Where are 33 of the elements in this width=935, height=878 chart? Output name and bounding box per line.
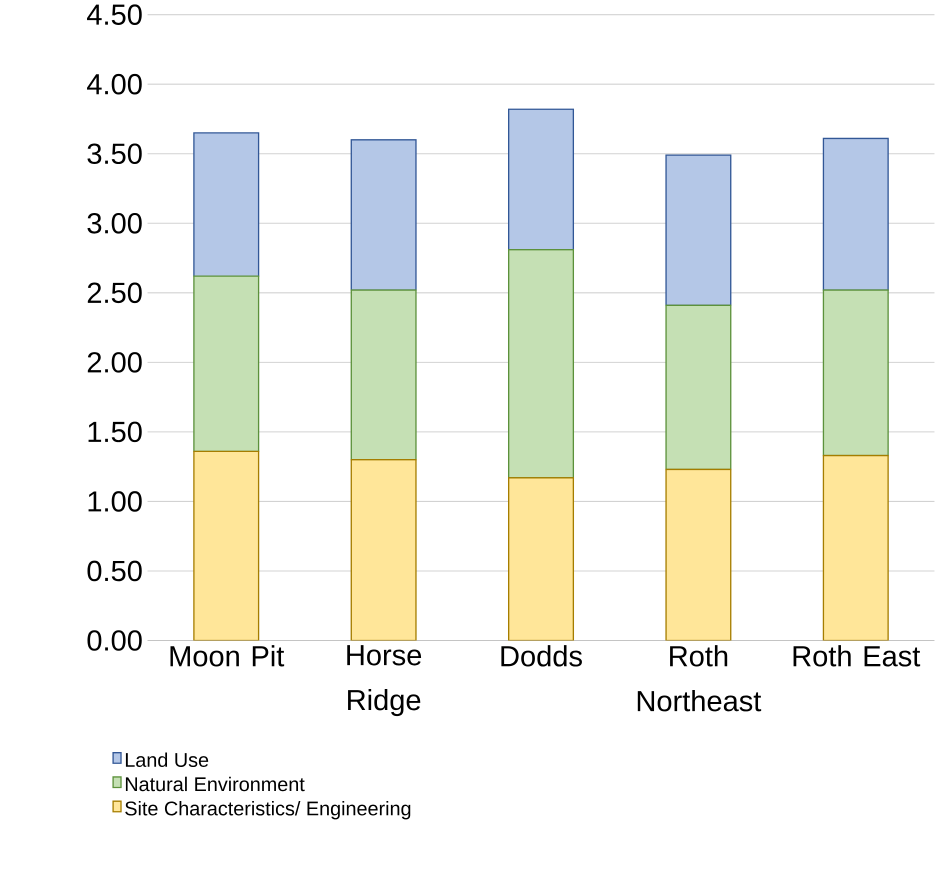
- y-tick-label: 1.50: [88, 421, 142, 442]
- x-tick-label: Roth East: [794, 645, 920, 666]
- bar: [665, 154, 732, 306]
- bar: [350, 139, 417, 291]
- y-tick-label: 1.00: [88, 490, 142, 512]
- bar: [508, 476, 574, 640]
- bar: [350, 289, 417, 460]
- legend-label: Land Use: [126, 752, 208, 767]
- bar: [193, 450, 260, 640]
- bar: [193, 275, 260, 452]
- y-tick-label: 2.00: [88, 352, 142, 372]
- bar: [665, 304, 732, 470]
- bar: [193, 132, 260, 277]
- y-tick-label: 3.50: [87, 143, 142, 164]
- bar: [822, 454, 889, 640]
- y-tick-label: 4.50: [87, 4, 142, 25]
- x-tick-label: Moon Pit: [170, 645, 284, 666]
- y-tick-label: 4.00: [87, 74, 142, 94]
- legend-label: Natural Environment: [126, 776, 305, 792]
- legend-label: Site Characteristics/ Engineering: [125, 800, 410, 820]
- x-tick-label: Roth Northeast: [638, 645, 762, 712]
- bar: [350, 458, 417, 640]
- bar: [665, 468, 732, 640]
- y-tick-label: 0.00: [87, 630, 142, 651]
- x-tick-label: Dodds: [501, 645, 582, 666]
- bar: [508, 108, 574, 250]
- y-tick-label: 3.00: [87, 212, 142, 234]
- x-tick-label: Horse Ridge: [347, 645, 422, 716]
- y-tick-label: 2.50: [88, 282, 142, 303]
- bar: [822, 138, 889, 291]
- bar: [508, 248, 574, 478]
- y-tick-label: 0.50: [87, 560, 142, 582]
- bar: [822, 289, 889, 456]
